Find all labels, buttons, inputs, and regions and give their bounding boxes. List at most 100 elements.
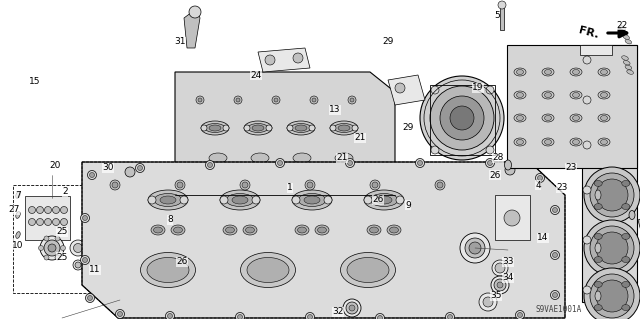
Circle shape [488,160,493,166]
Circle shape [552,207,557,212]
Ellipse shape [595,190,601,200]
Polygon shape [507,45,637,168]
Circle shape [44,255,49,260]
Text: 23: 23 [565,164,577,173]
Circle shape [370,180,380,190]
Polygon shape [175,180,200,215]
Text: 29: 29 [382,38,394,47]
Ellipse shape [623,61,630,65]
Polygon shape [175,72,395,200]
Ellipse shape [248,123,268,132]
Circle shape [272,96,280,104]
Circle shape [435,180,445,190]
Circle shape [584,167,640,223]
Circle shape [491,276,509,294]
Ellipse shape [246,227,255,233]
Text: 25: 25 [56,227,68,236]
Text: 11: 11 [89,265,100,275]
Circle shape [583,141,591,149]
Circle shape [207,187,213,193]
Ellipse shape [335,153,353,163]
Polygon shape [258,48,310,72]
Ellipse shape [570,138,582,146]
Circle shape [447,315,452,319]
Circle shape [495,263,505,273]
Circle shape [180,196,188,204]
Circle shape [590,173,634,217]
Circle shape [590,274,634,318]
Ellipse shape [629,211,635,219]
Ellipse shape [600,70,607,75]
Circle shape [395,83,405,93]
Ellipse shape [148,190,188,210]
Ellipse shape [621,56,628,60]
Text: 21: 21 [355,133,365,143]
Ellipse shape [369,227,378,233]
Circle shape [479,293,497,311]
Circle shape [86,271,94,279]
Circle shape [350,98,354,102]
Ellipse shape [338,125,350,131]
Circle shape [583,286,591,294]
Ellipse shape [545,139,552,145]
Circle shape [73,260,83,270]
Circle shape [437,182,443,188]
Circle shape [352,125,358,131]
Circle shape [364,196,372,204]
Circle shape [498,1,506,9]
Ellipse shape [298,194,326,206]
Polygon shape [580,45,612,55]
Ellipse shape [223,225,237,235]
Ellipse shape [232,196,248,204]
Circle shape [189,6,201,18]
Ellipse shape [542,68,554,76]
Text: 20: 20 [49,160,61,169]
Circle shape [88,272,93,278]
Circle shape [45,219,51,226]
Circle shape [138,166,143,170]
Ellipse shape [295,125,307,131]
Ellipse shape [570,114,582,122]
Circle shape [550,250,559,259]
Ellipse shape [514,114,526,122]
Circle shape [431,146,439,154]
Circle shape [175,180,185,190]
Circle shape [237,315,243,319]
Ellipse shape [573,70,579,75]
Ellipse shape [514,138,526,146]
Ellipse shape [627,70,634,74]
Polygon shape [500,5,504,30]
Ellipse shape [622,305,630,311]
Circle shape [86,293,95,302]
Circle shape [265,55,275,65]
Ellipse shape [621,30,627,35]
Circle shape [396,196,404,204]
Ellipse shape [205,123,225,132]
Circle shape [44,240,60,256]
Circle shape [36,219,44,226]
Circle shape [346,159,355,167]
Circle shape [343,299,361,317]
Circle shape [483,297,493,307]
Text: 23: 23 [556,183,568,192]
Circle shape [583,236,591,244]
Ellipse shape [600,139,607,145]
Circle shape [583,96,591,104]
Circle shape [40,236,64,260]
Circle shape [293,53,303,63]
Ellipse shape [225,227,234,233]
Ellipse shape [252,125,264,131]
Ellipse shape [623,35,630,40]
Circle shape [166,311,175,319]
Ellipse shape [370,194,398,206]
Text: 22: 22 [616,20,628,29]
Ellipse shape [573,139,579,145]
Circle shape [305,180,315,190]
Circle shape [515,310,525,319]
Ellipse shape [594,305,602,311]
Circle shape [372,182,378,188]
Circle shape [90,173,95,177]
Circle shape [168,314,173,318]
Ellipse shape [292,190,332,210]
Circle shape [583,186,591,194]
